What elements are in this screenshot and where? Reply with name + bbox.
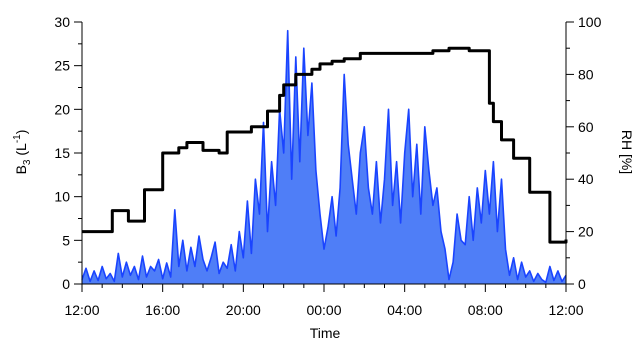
left-axis-title-unit: (L bbox=[13, 143, 29, 160]
left-tick-label: 15 bbox=[54, 145, 70, 161]
right-tick-label: 40 bbox=[578, 171, 594, 187]
x-tick-label: 08:00 bbox=[468, 302, 503, 318]
x-tick-label: 12:00 bbox=[64, 302, 99, 318]
x-tick-label: 00:00 bbox=[306, 302, 341, 318]
left-axis-title: B3 (L-1) bbox=[12, 130, 33, 175]
right-tick-label: 20 bbox=[578, 224, 594, 240]
left-tick-label: 0 bbox=[62, 276, 70, 292]
right-tick-label: 100 bbox=[578, 14, 602, 30]
b3-series bbox=[81, 29, 567, 285]
right-axis-title: RH [%] bbox=[619, 130, 635, 174]
x-tick-label: 12:00 bbox=[548, 302, 583, 318]
left-tick-label: 5 bbox=[62, 232, 70, 248]
rh-line bbox=[82, 46, 568, 244]
left-tick-label: 20 bbox=[54, 101, 70, 117]
right-tick-label: 60 bbox=[578, 119, 594, 135]
axes: 0 5 10 15 20 25 30 0 20 40 60 80 100 12:00 16:00 20:00 0… bbox=[54, 14, 601, 318]
left-tick-label: 30 bbox=[54, 14, 70, 30]
right-tick-label: 80 bbox=[578, 66, 594, 82]
left-tick-label: 25 bbox=[54, 58, 70, 74]
right-tick-label: 0 bbox=[578, 276, 586, 292]
x-tick-label: 16:00 bbox=[145, 302, 180, 318]
x-tick-label: 04:00 bbox=[387, 302, 422, 318]
left-axis-title-sup: -1 bbox=[12, 134, 23, 143]
rh-series bbox=[81, 46, 568, 244]
x-tick-label: 20:00 bbox=[226, 302, 261, 318]
left-tick-label: 10 bbox=[54, 189, 70, 205]
x-axis-title: Time bbox=[310, 325, 341, 341]
left-axis-title-main: B bbox=[13, 165, 29, 174]
left-axis-title-sub: 3 bbox=[22, 159, 33, 165]
left-axis-title-close: ) bbox=[13, 130, 29, 135]
